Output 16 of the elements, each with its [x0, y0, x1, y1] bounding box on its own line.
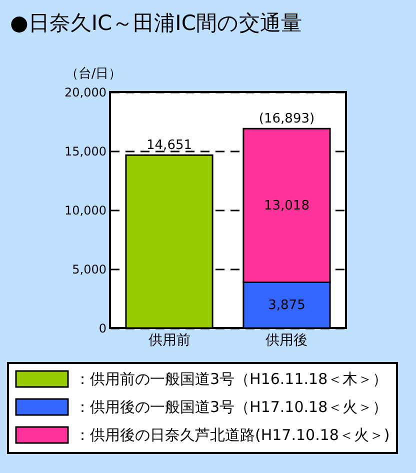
y-tick-label: 10,000: [64, 204, 106, 218]
legend-label: ：供用後の日奈久芦北道路(H17.10.18＜火＞): [75, 426, 390, 444]
y-tick-label: 15,000: [64, 144, 106, 158]
chart-title: ●日奈久IC～田浦IC間の交通量: [10, 11, 302, 35]
legend-label: ：供用後の一般国道3号（H17.10.18＜火＞）: [75, 398, 388, 416]
data-label: 13,018: [264, 198, 310, 214]
y-tick-label: 20,000: [64, 86, 106, 100]
total-label: 14,651: [146, 138, 192, 154]
data-label: 3,875: [268, 298, 306, 314]
total-label: (16,893): [258, 112, 315, 127]
x-tick-label: 供用後: [266, 332, 308, 348]
x-tick-label: 供用前: [148, 332, 190, 348]
y-axis-title: （台/日）: [65, 66, 122, 82]
legend-label: ：供用前の一般国道3号（H16.11.18＜木＞）: [75, 370, 388, 388]
y-tick-label: 5,000: [72, 262, 106, 276]
y-tick-label: 0: [98, 322, 106, 336]
